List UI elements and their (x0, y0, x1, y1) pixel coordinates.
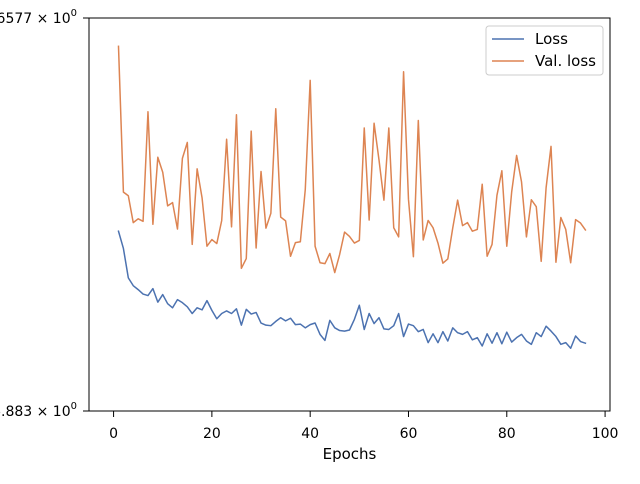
x-tick-label: 100 (592, 426, 619, 442)
x-axis-label: Epochs (323, 445, 377, 463)
series-line-val-loss (117, 45, 587, 274)
y-axis: 6.883 × 100 1.6577 × 100 (0, 8, 89, 420)
x-tick-label: 80 (498, 426, 516, 442)
plot-lines (117, 45, 587, 349)
plot-frame (88, 17, 611, 412)
x-tick-label: 60 (400, 426, 418, 442)
series-line-loss (117, 230, 587, 349)
legend: Loss Val. loss (485, 25, 604, 76)
x-tick-label: 20 (203, 426, 221, 442)
y-tick-label: 1.6577 × 100 (0, 8, 77, 27)
x-axis: 0 20 40 60 80 100 (109, 411, 618, 442)
y-tick-label: 6.883 × 100 (0, 401, 77, 420)
x-tick-label: 0 (109, 426, 118, 442)
x-tick-label: 40 (301, 426, 319, 442)
legend-label-loss: Loss (535, 30, 568, 48)
legend-label-val-loss: Val. loss (535, 52, 596, 70)
